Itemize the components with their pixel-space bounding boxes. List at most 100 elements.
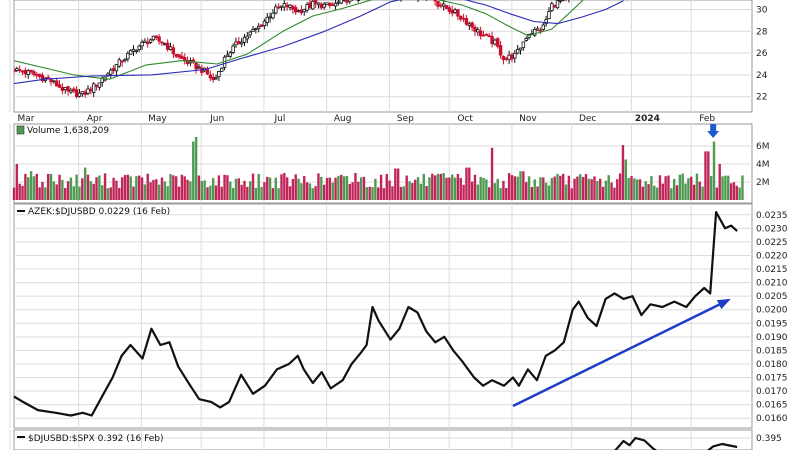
- x-axis-tick-label: Jun: [209, 114, 224, 124]
- price-candle: [515, 48, 520, 54]
- volume-bar: [624, 159, 627, 200]
- volume-bar: [704, 151, 707, 200]
- volume-bar: [741, 175, 744, 200]
- volume-legend-label: Volume 1,638,209: [27, 126, 109, 136]
- price-candle: [518, 47, 523, 51]
- volume-bar: [61, 179, 64, 200]
- price-candle: [140, 41, 144, 47]
- price-candle: [15, 68, 19, 71]
- volume-bar: [593, 176, 596, 200]
- volume-bar: [103, 173, 107, 200]
- volume-bar: [513, 176, 517, 200]
- price-candle: [547, 11, 551, 20]
- volume-bar: [66, 181, 70, 200]
- volume-bar: [118, 187, 121, 200]
- volume-bar: [143, 184, 147, 200]
- price-candle: [339, 0, 343, 4]
- price-y-tick-label: 22: [756, 93, 767, 103]
- price-candle: [274, 6, 278, 14]
- trend-arrow-head-icon: [716, 298, 731, 310]
- x-axis-tick-label: 2024: [635, 114, 660, 124]
- volume-bar: [502, 180, 505, 200]
- volume-bar: [391, 186, 394, 200]
- volume-bar: [738, 187, 741, 200]
- volume-bar: [95, 177, 98, 200]
- price-candle: [325, 2, 329, 6]
- volume-bar: [297, 178, 300, 200]
- volume-bar: [274, 177, 277, 200]
- price-candle: [237, 41, 241, 45]
- volume-bar: [38, 187, 41, 200]
- price-candle: [77, 92, 82, 97]
- volume-bar: [516, 176, 519, 200]
- volume-bar: [243, 180, 246, 200]
- price-candle: [333, 2, 338, 7]
- price-candle: [100, 78, 104, 83]
- volume-bar: [69, 177, 73, 200]
- volume-bar: [41, 181, 44, 200]
- price-panel: 22 24 26 28 30 Mar Apr May Jun Jul Aug Sep Oct Nov Dec…: [9, 0, 768, 124]
- volume-bar: [365, 187, 369, 200]
- volume-bar: [715, 187, 719, 200]
- volume-bar: [408, 181, 411, 200]
- volume-bar: [246, 186, 249, 200]
- price-candle: [26, 70, 30, 76]
- price-candle: [57, 84, 62, 88]
- volume-bar: [601, 186, 605, 200]
- price-candle: [94, 84, 99, 87]
- volume-bar: [280, 174, 283, 200]
- volume-bar: [211, 178, 215, 200]
- price-candle: [535, 28, 540, 31]
- volume-bar: [149, 182, 152, 200]
- volume-bar: [345, 176, 349, 200]
- price-candle: [52, 80, 56, 83]
- volume-bar: [254, 187, 258, 200]
- price-candle: [248, 31, 252, 36]
- price-candle: [174, 53, 178, 57]
- ratio-y-tick-label: 0.0230: [756, 224, 788, 234]
- price-candle: [279, 5, 284, 8]
- volume-bar: [189, 181, 192, 200]
- volume-bar: [317, 173, 320, 200]
- volume-bar: [101, 185, 104, 200]
- x-axis-tick-label: Jul: [273, 114, 285, 124]
- volume-bar: [448, 177, 451, 200]
- price-candle: [476, 29, 480, 33]
- price-candle: [510, 54, 514, 60]
- price-candle: [459, 15, 463, 20]
- ratio2-legend: $DJUSBD:$SPX 0.392 (16 Feb): [17, 434, 164, 444]
- price-candle: [299, 9, 304, 14]
- volume-bar: [579, 174, 582, 200]
- volume-bar: [667, 175, 670, 200]
- ratio-y-tick-label: 0.0195: [756, 319, 788, 329]
- volume-bar: [186, 179, 189, 200]
- price-candle: [538, 29, 543, 32]
- volume-bar: [123, 175, 127, 200]
- price-candle: [157, 36, 161, 42]
- price-candle: [487, 35, 491, 38]
- volume-bar: [86, 174, 90, 200]
- price-candle: [231, 45, 235, 53]
- price-candle: [154, 35, 158, 38]
- volume-bar: [721, 176, 724, 200]
- volume-bar: [533, 179, 536, 200]
- volume-bar: [271, 188, 275, 200]
- price-candle: [217, 71, 221, 78]
- volume-bar: [701, 186, 704, 200]
- price-candle: [441, 3, 446, 7]
- volume-bar: [416, 177, 420, 200]
- volume-bar: [160, 177, 164, 200]
- volume-bar: [476, 184, 480, 200]
- price-candle: [285, 4, 289, 8]
- volume-bar: [419, 183, 423, 200]
- price-candle: [282, 3, 287, 8]
- ratio2-legend-label: $DJUSBD:$SPX 0.392 (16 Feb): [28, 434, 164, 444]
- volume-bar: [490, 147, 494, 200]
- price-candle: [17, 69, 22, 71]
- volume-bar: [129, 176, 132, 200]
- volume-bar: [470, 181, 474, 200]
- ratio-legend: AZEK:$DJUSBD 0.0229 (16 Feb): [17, 207, 170, 217]
- price-candle: [177, 54, 181, 58]
- price-candle: [69, 90, 73, 93]
- volume-bar: [152, 179, 155, 200]
